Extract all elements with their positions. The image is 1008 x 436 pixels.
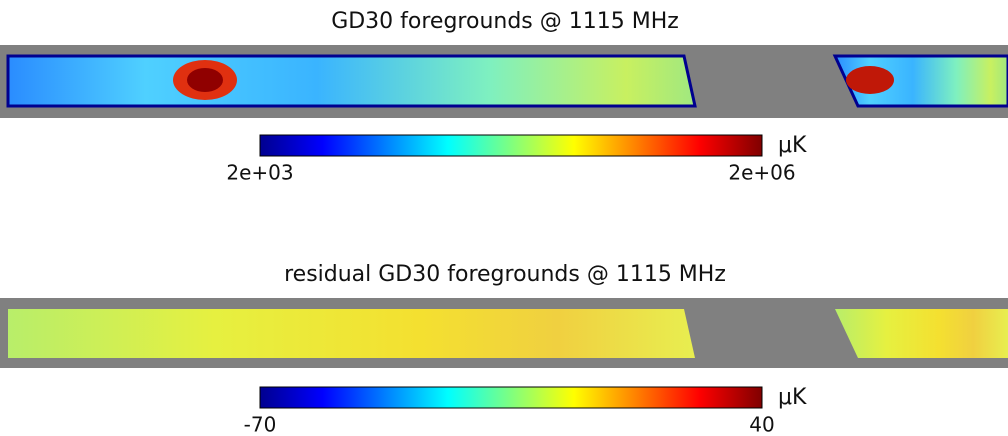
- colorbar-unit: μK: [778, 385, 807, 410]
- panel-title: GD30 foregrounds @ 1115 MHz: [331, 9, 679, 34]
- sky-map: [835, 309, 1008, 358]
- sky-map: [8, 56, 695, 106]
- colorbar-axis: 2e+03 2e+06: [226, 152, 795, 185]
- colorbar: [260, 387, 762, 408]
- figure: GD30 foregrounds @ 1115 MHz μK 2e+032e+0…: [0, 0, 1008, 436]
- sky-map-feature: [846, 66, 894, 94]
- colorbar-unit: μK: [778, 133, 807, 158]
- colorbar-tick-label: 40: [749, 413, 774, 436]
- colorbar-tick-label: 2e+06: [728, 161, 795, 185]
- colorbar-tick-label: 2e+03: [226, 161, 293, 185]
- colorbar-axis: -70 40: [244, 404, 775, 436]
- colorbar-tick-label: -70: [244, 413, 277, 436]
- colorbar: [260, 135, 762, 156]
- panel-title: residual GD30 foregrounds @ 1115 MHz: [284, 262, 726, 287]
- sky-map: [8, 309, 695, 358]
- sky-map-feature: [187, 68, 223, 92]
